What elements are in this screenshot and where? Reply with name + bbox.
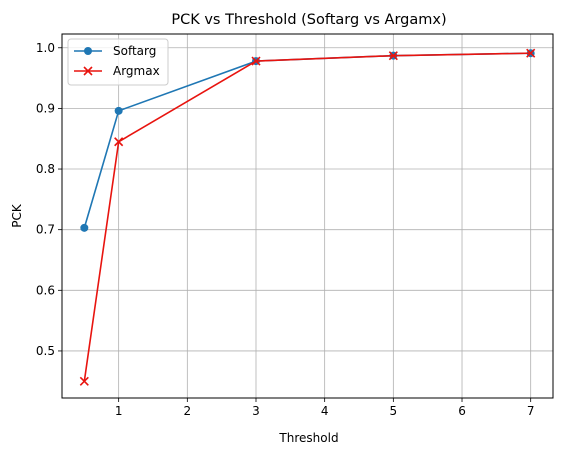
data-point-argmax	[388, 51, 398, 61]
data-point-argmax	[79, 376, 89, 386]
legend-item-softarg: Softarg	[74, 44, 156, 58]
legend-label: Argmax	[113, 64, 160, 78]
legend-item-argmax: Argmax	[74, 64, 160, 78]
x-tick-label: 7	[527, 404, 535, 418]
grid-lines	[62, 34, 553, 398]
plot-frame	[61, 33, 554, 399]
x-marker-stroke	[114, 137, 124, 147]
data-point-argmax	[251, 56, 261, 66]
x-marker-stroke	[388, 51, 398, 61]
legend-label: Softarg	[113, 44, 156, 58]
y-tick-label: 0.6	[36, 283, 55, 297]
chart-title: PCK vs Threshold (Softarg vs Argamx)	[171, 12, 446, 28]
series-lines	[79, 48, 536, 386]
legend: Softarg Argmax	[67, 38, 169, 86]
y-tick-label: 0.7	[36, 223, 55, 237]
series-argmax	[79, 48, 536, 386]
legend-swatch-marker	[84, 47, 92, 55]
data-point-argmax	[114, 137, 124, 147]
x-tick-label: 1	[115, 404, 123, 418]
x-tick-label: 6	[458, 404, 466, 418]
data-point-argmax	[526, 48, 536, 58]
x-marker-stroke	[251, 56, 261, 66]
legend-swatch-marker	[83, 66, 93, 76]
x-tick-label: 2	[184, 404, 192, 418]
y-tick-label: 0.8	[36, 162, 55, 176]
y-tick-label: 1.0	[36, 41, 55, 55]
y-tick-label: 0.9	[36, 101, 55, 115]
x-tick-label: 5	[390, 404, 398, 418]
data-point-softarg	[114, 106, 123, 115]
x-marker-stroke	[83, 66, 93, 76]
x-tick-label: 4	[321, 404, 329, 418]
x-axis-label: Threshold	[278, 431, 338, 445]
y-axis-label: PCK	[10, 203, 24, 228]
x-tick-label: 3	[252, 404, 260, 418]
data-point-softarg	[80, 223, 89, 232]
y-tick-label: 0.5	[36, 344, 55, 358]
y-axis-ticks: 0.5 0.6 0.7 0.8 0.9 1.0	[36, 41, 62, 358]
x-axis-ticks: 1 2 3 4 5 6 7	[115, 398, 535, 418]
x-marker-stroke	[79, 376, 89, 386]
x-marker-stroke	[526, 48, 536, 58]
